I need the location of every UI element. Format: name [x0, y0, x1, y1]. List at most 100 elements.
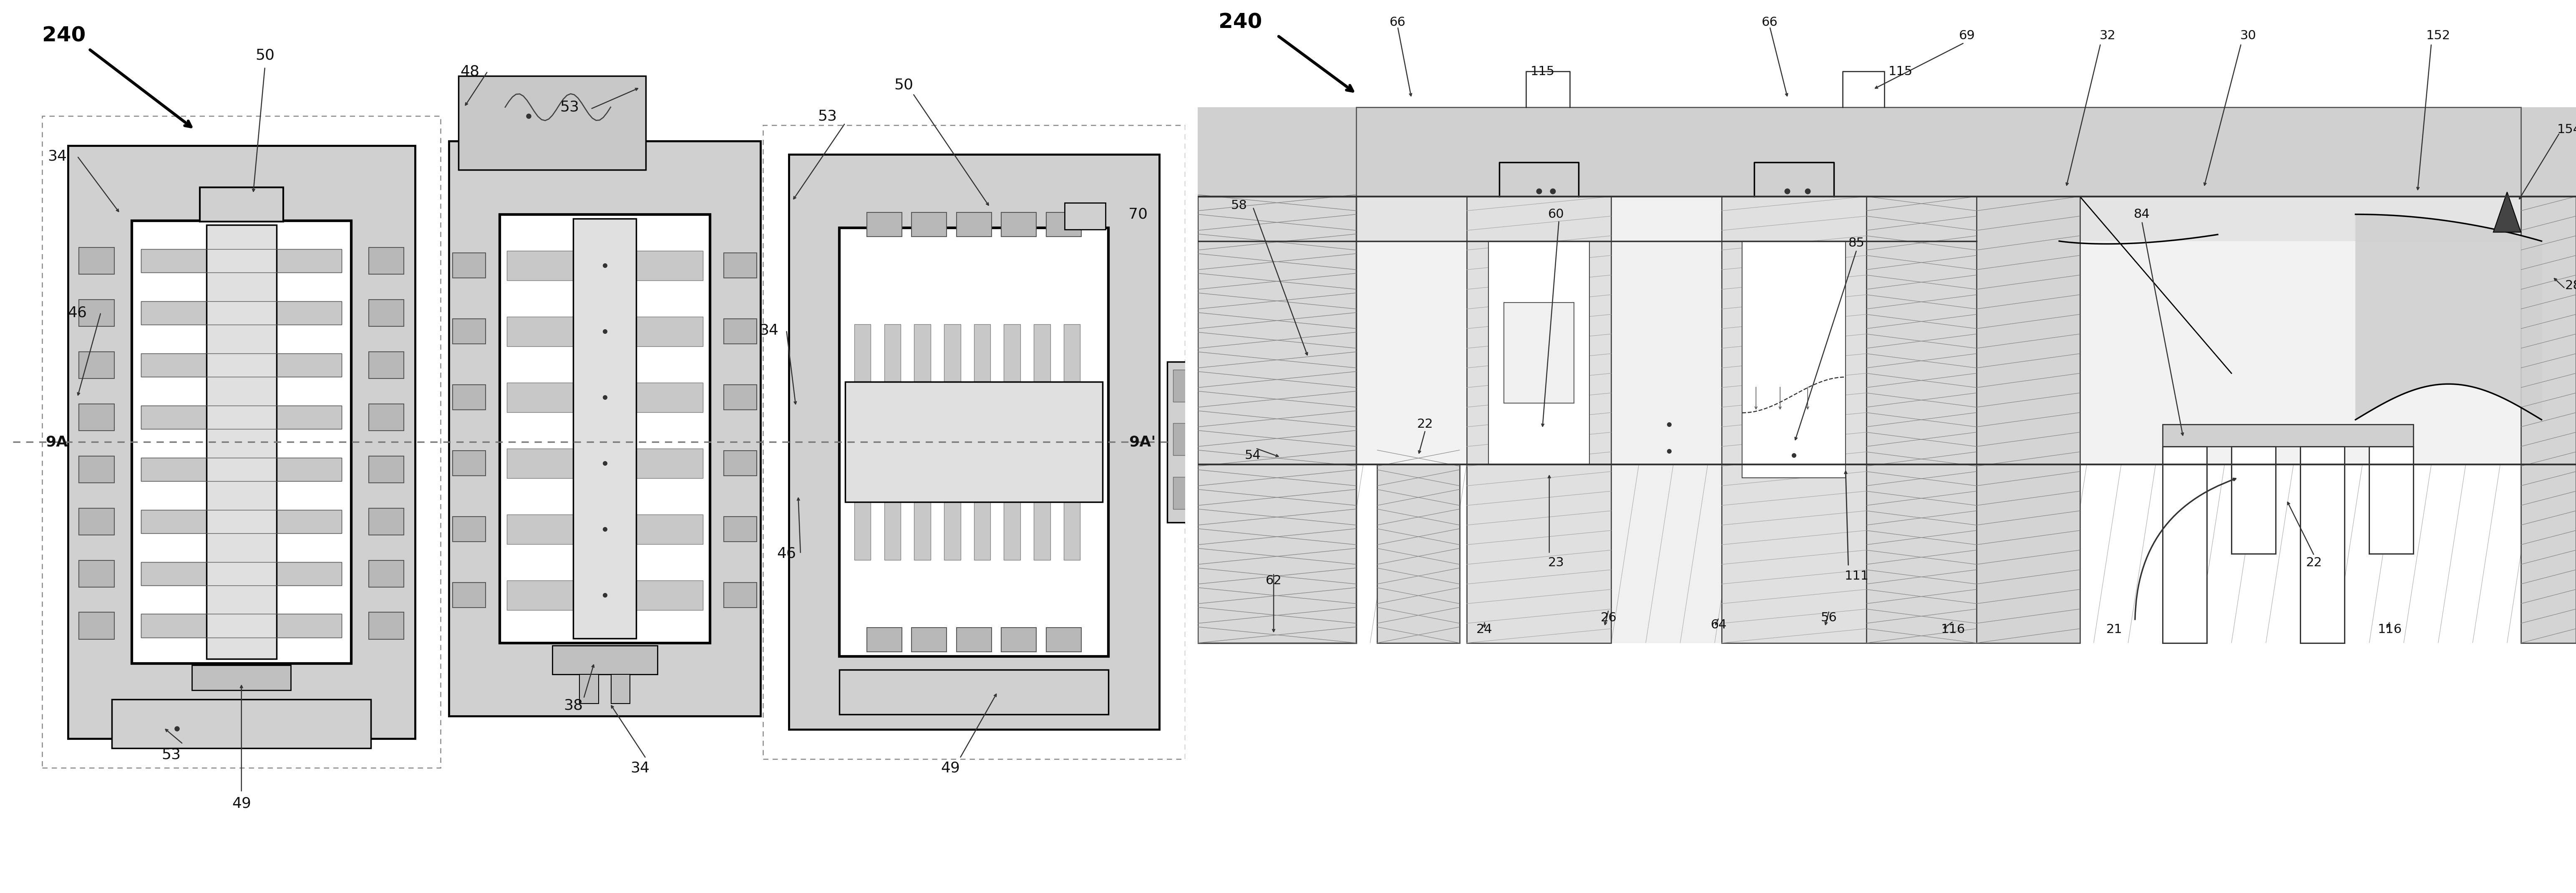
Bar	[724, 582, 757, 607]
Bar	[453, 582, 487, 607]
Bar	[453, 517, 487, 542]
Text: 70: 70	[1128, 207, 1149, 221]
Text: 34: 34	[760, 323, 778, 338]
Text: 34: 34	[49, 149, 67, 163]
Text: 64: 64	[1710, 619, 1726, 631]
Bar	[368, 456, 404, 483]
Text: 50: 50	[255, 48, 276, 63]
Bar	[142, 614, 343, 638]
Text: 240: 240	[41, 26, 85, 46]
Bar	[1865, 196, 1976, 643]
Bar	[142, 562, 343, 585]
Text: 32: 32	[2099, 29, 2115, 42]
Bar	[142, 562, 343, 585]
Text: 66: 66	[1762, 16, 1777, 29]
Bar	[974, 324, 989, 560]
Text: 30: 30	[2241, 29, 2257, 42]
Bar	[507, 580, 703, 610]
Bar	[500, 214, 711, 643]
Bar	[368, 300, 404, 327]
Text: 60: 60	[1548, 208, 1564, 221]
Bar	[368, 404, 404, 430]
Bar	[866, 628, 902, 652]
Bar	[855, 324, 871, 560]
Bar	[142, 458, 343, 481]
Bar	[943, 324, 961, 560]
Bar	[507, 251, 703, 280]
Bar	[80, 352, 113, 379]
Bar	[611, 674, 631, 704]
Bar	[142, 405, 343, 429]
Bar	[368, 613, 404, 639]
Text: 21: 21	[2107, 623, 2123, 636]
Text: 22: 22	[2306, 556, 2321, 569]
Bar	[1064, 324, 1079, 560]
Bar	[1167, 362, 1213, 522]
Text: 66: 66	[1388, 16, 1406, 29]
Text: 53: 53	[819, 109, 837, 123]
Text: 53: 53	[162, 747, 180, 762]
Bar	[1172, 477, 1208, 509]
Bar	[368, 560, 404, 587]
Bar	[788, 154, 1159, 730]
Bar	[1976, 196, 2079, 643]
Text: 53: 53	[559, 100, 580, 114]
Bar	[80, 456, 113, 483]
Bar	[840, 670, 1108, 714]
Bar	[142, 614, 343, 638]
Bar	[1198, 241, 2576, 464]
Bar	[1721, 196, 1865, 643]
Text: 46: 46	[67, 305, 88, 320]
Text: 62: 62	[1265, 574, 1283, 587]
Bar	[368, 352, 404, 379]
Text: 152: 152	[2427, 29, 2450, 42]
Bar	[368, 508, 404, 535]
Text: 56: 56	[1821, 612, 1837, 624]
Text: 49: 49	[232, 797, 250, 811]
Bar	[2522, 196, 2576, 643]
Bar	[453, 319, 487, 344]
Bar	[724, 385, 757, 410]
Bar	[448, 141, 760, 716]
Text: 54: 54	[1244, 449, 1262, 462]
Bar	[368, 247, 404, 274]
Bar	[453, 451, 487, 476]
Bar	[1489, 241, 1589, 464]
Bar	[884, 324, 902, 560]
Bar	[1172, 423, 1208, 455]
Bar	[142, 354, 343, 377]
Text: 84: 84	[2133, 208, 2151, 221]
Text: 50: 50	[894, 78, 914, 92]
Bar	[80, 560, 113, 587]
Bar	[80, 508, 113, 535]
Bar	[1504, 303, 1574, 403]
Bar	[507, 514, 703, 544]
Bar	[507, 382, 703, 413]
Bar	[142, 405, 343, 429]
Bar	[80, 300, 113, 327]
Bar	[111, 699, 371, 748]
Bar	[551, 646, 657, 674]
Text: 111: 111	[1844, 570, 1868, 582]
Bar	[1466, 196, 1613, 643]
Text: 24: 24	[1476, 623, 1492, 636]
Bar	[912, 628, 948, 652]
Bar	[912, 213, 948, 237]
Text: 9A: 9A	[46, 435, 67, 449]
Bar	[866, 213, 902, 237]
Bar	[845, 382, 1103, 502]
Bar	[142, 249, 343, 272]
Bar	[142, 510, 343, 533]
Text: 240: 240	[1218, 13, 1262, 32]
Bar	[80, 613, 113, 639]
Bar	[724, 253, 757, 278]
Bar	[142, 510, 343, 533]
Bar	[80, 247, 113, 274]
Text: 69: 69	[1958, 29, 1976, 42]
Bar	[1741, 241, 1844, 478]
Bar	[956, 213, 992, 237]
Bar	[1358, 107, 2522, 196]
Bar	[574, 219, 636, 638]
Bar	[956, 628, 992, 652]
Bar	[2231, 446, 2275, 554]
